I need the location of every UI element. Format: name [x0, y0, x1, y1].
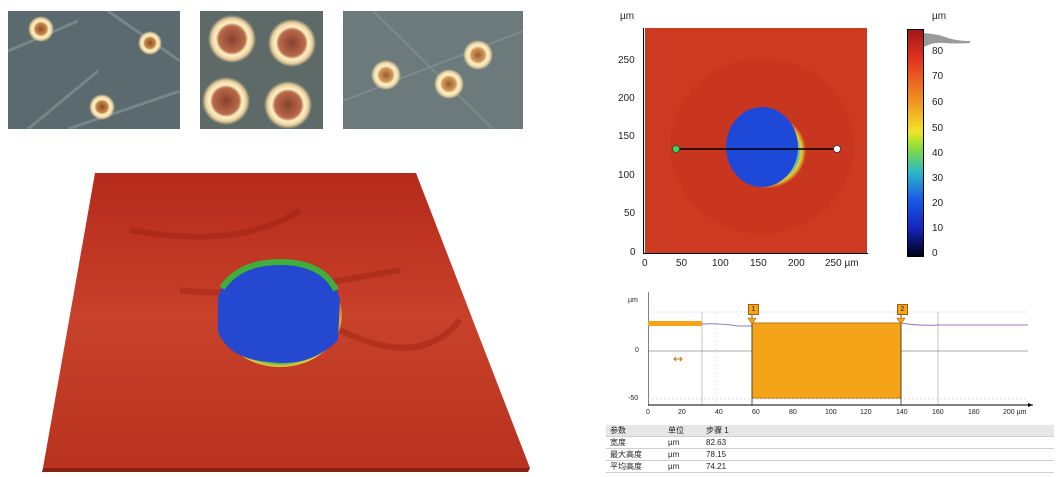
heatmap-y-tick: 250: [618, 55, 635, 66]
micrograph-2: [200, 11, 323, 129]
param-unit: µm: [664, 460, 702, 473]
table-row[interactable]: 最大高度 µm 78.15: [606, 448, 1054, 461]
profile-x-tick: 20: [678, 409, 686, 416]
column-header: 单位: [664, 425, 702, 437]
profile-x-tick: 40: [715, 409, 723, 416]
heatmap-x-tick: 50: [676, 258, 688, 269]
heatmap-x-tick: 150: [750, 258, 767, 269]
table-row[interactable]: 宽度 µm 82.63: [606, 436, 1054, 449]
profile-x-tick: 80: [789, 409, 797, 416]
micrograph-3: [343, 11, 523, 129]
profile-x-tick: 160: [932, 409, 944, 416]
colorbar-tick: 50: [932, 123, 944, 134]
colorbar-unit-label: µm: [932, 11, 947, 22]
profile-y-tick: -50: [628, 395, 639, 402]
param-value: 78.15: [702, 448, 750, 461]
column-header: 参数: [606, 425, 664, 437]
profile-x-tick: 60: [752, 409, 760, 416]
colorbar-tick: 60: [932, 97, 944, 108]
profile-chart[interactable]: [647, 292, 1033, 407]
heatmap-x-tick: 250 µm: [825, 258, 859, 269]
param-unit: µm: [664, 436, 702, 449]
surface-3d-view[interactable]: [40, 170, 530, 472]
profile-x-tick: 200 µm: [1003, 409, 1027, 416]
height-histogram: [924, 33, 970, 47]
cursor-2-marker[interactable]: 2: [897, 304, 908, 315]
profile-y-tick: 0: [635, 347, 639, 354]
param-name: 平均高度: [606, 460, 664, 473]
heatmap-y-axis: [643, 28, 644, 254]
colorbar-tick: 30: [932, 173, 944, 184]
param-value: 82.63: [702, 436, 750, 449]
heatmap-y-tick: 0: [630, 247, 636, 258]
cursor-1-marker[interactable]: 1: [748, 304, 759, 315]
heatmap-unit-label: µm: [620, 11, 635, 22]
param-unit: µm: [664, 448, 702, 461]
heatmap-y-tick: 150: [618, 131, 635, 142]
param-name: 最大高度: [606, 448, 664, 461]
profile-x-tick: 120: [860, 409, 872, 416]
colorbar-tick: 10: [932, 223, 944, 234]
table-row[interactable]: 平均高度 µm 74.21: [606, 460, 1054, 473]
colorbar-tick: 70: [932, 71, 944, 82]
colorbar-tick: 0: [932, 248, 938, 259]
colorbar-tick: 80: [932, 46, 944, 57]
profile-x-tick: 100: [825, 409, 837, 416]
heatmap-x-tick: 100: [712, 258, 729, 269]
heatmap-x-axis: [643, 253, 868, 254]
profile-x-tick: 180: [968, 409, 980, 416]
heatmap-y-tick: 200: [618, 93, 635, 104]
profile-x-tick: 140: [896, 409, 908, 416]
heatmap-y-tick: 50: [624, 208, 636, 219]
param-value: 74.21: [702, 460, 750, 473]
param-name: 宽度: [606, 436, 664, 449]
colorbar: [907, 29, 924, 257]
colorbar-tick: 20: [932, 198, 944, 209]
column-header: 步骤 1: [702, 425, 750, 437]
table-header-row: 参数 单位 步骤 1: [606, 425, 1054, 437]
heatmap-x-tick: 0: [642, 258, 648, 269]
profile-x-tick: 0: [646, 409, 650, 416]
heatmap-y-tick: 100: [618, 170, 635, 181]
profile-unit-label: µm: [628, 297, 638, 304]
profile-start-handle[interactable]: [672, 145, 680, 153]
profile-end-handle[interactable]: [833, 145, 841, 153]
heatmap-x-tick: 200: [788, 258, 805, 269]
parameters-table: 参数 单位 步骤 1 宽度 µm 82.63 最大高度 µm 78.15 平均高…: [606, 425, 1054, 473]
colorbar-tick: 40: [932, 148, 944, 159]
column-header-spacer: [750, 425, 1054, 437]
micrograph-1: [8, 11, 180, 129]
height-map[interactable]: [645, 28, 867, 253]
